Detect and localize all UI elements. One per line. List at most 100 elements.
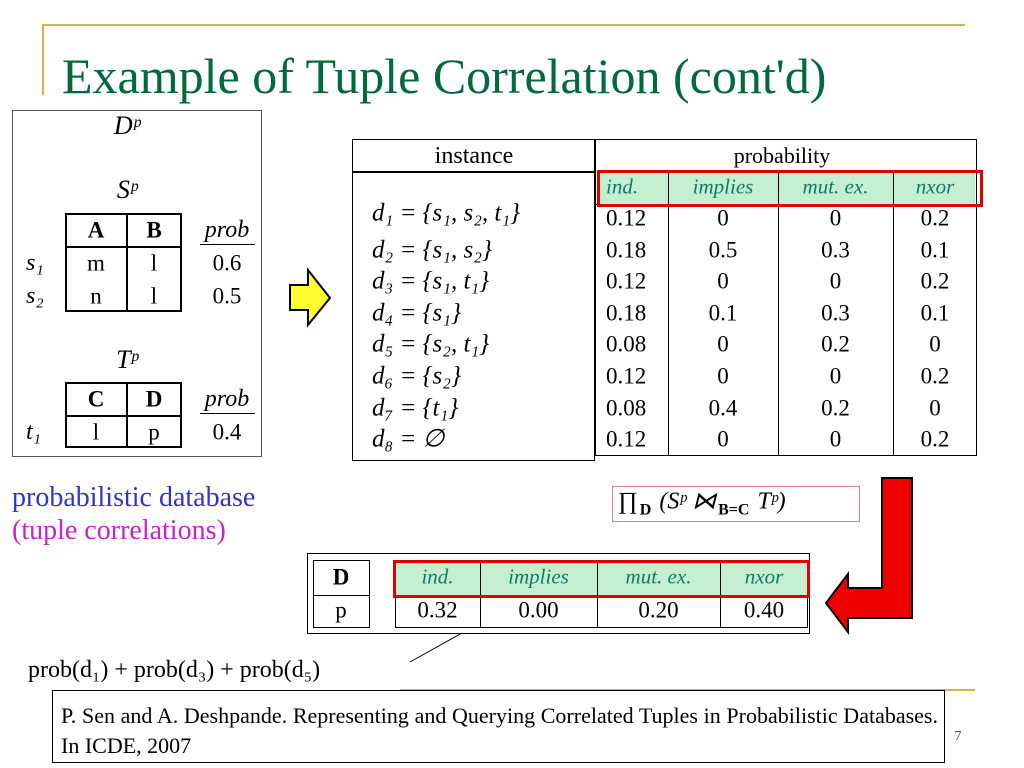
red-arrow	[824, 477, 913, 635]
instance-row: d₃ = {s₁, t₁}	[372, 267, 490, 295]
cell: l	[92, 419, 100, 444]
probability-cell: 0	[829, 426, 842, 452]
header-cell: D	[145, 386, 163, 411]
yellow-arrow	[289, 267, 332, 328]
result-d-rule	[313, 595, 370, 596]
slide-title: Example of Tuple Correlation (cont'd)	[62, 48, 827, 104]
probability-cell: 0.1	[920, 300, 950, 326]
page-number: 7	[954, 729, 962, 744]
instance-row: d₂ = {s₁, s₂}	[372, 236, 492, 264]
probability-cell: 0	[929, 395, 941, 421]
result-cell: p	[335, 597, 347, 623]
result-highlight	[393, 560, 810, 598]
instance-table	[352, 139, 595, 461]
probability-cell: 0.2	[920, 426, 950, 452]
left-panel	[12, 110, 262, 457]
probability-cell: 0	[717, 363, 729, 389]
formula-part: B=C	[718, 501, 750, 519]
db-label: Dᵖ	[113, 111, 141, 140]
probability-cell: 0.12	[606, 363, 647, 389]
formula-part: D	[639, 501, 652, 519]
subheader-bg	[597, 172, 975, 204]
instance-row: d₁ = {s₁, s₂, t₁}	[372, 199, 521, 227]
pointer-line	[409, 632, 463, 663]
formula-part: ∏	[618, 488, 638, 515]
probability-cell: 0.1	[920, 237, 950, 263]
probability-cell: 0.08	[606, 331, 647, 357]
probability-cell: 0	[929, 331, 941, 357]
instance-row: d₆ = {s₂}	[372, 362, 461, 390]
header-cell: A	[87, 217, 105, 242]
column-header: implies	[692, 174, 754, 199]
col-divider	[597, 560, 598, 628]
col-divider	[778, 172, 779, 456]
col-divider	[893, 172, 894, 456]
highlight-frame	[597, 170, 983, 207]
probability-header: probability	[733, 143, 831, 168]
probability-cell: 0.2	[821, 395, 850, 421]
header-cell: C	[87, 386, 105, 411]
probability-cell: 0.08	[606, 395, 647, 421]
col-divider	[668, 172, 669, 456]
col-divider	[126, 213, 128, 312]
result-header: nxor	[744, 564, 784, 589]
header-divider	[65, 246, 182, 248]
column-header: nxor	[915, 174, 955, 199]
result-d-table	[313, 560, 370, 628]
probability-cell: 0.5	[708, 237, 738, 263]
prob-header: prob	[204, 216, 250, 243]
result-header: implies	[508, 564, 569, 589]
row-label: t₁	[26, 418, 42, 445]
probability-cell: 0.18	[606, 237, 647, 263]
formula-part: Tᵖ)	[757, 488, 786, 515]
probability-cell: 0.12	[606, 205, 647, 231]
result-cell: 0.20	[638, 597, 679, 623]
result-header-bg	[395, 560, 808, 595]
probability-cell: 0	[829, 268, 842, 294]
result-header: D	[332, 564, 350, 590]
col-divider	[480, 560, 481, 628]
probability-cell: 0	[829, 205, 842, 231]
row-label: s₁	[26, 249, 44, 276]
probability-cell: 0.3	[821, 300, 850, 326]
result-cell: 0.32	[417, 597, 458, 623]
column-header: ind.	[606, 174, 639, 199]
col-divider	[720, 560, 721, 628]
instance-row: d₄ = {s₁}	[372, 299, 461, 327]
probability-cell: 0.12	[606, 426, 647, 452]
prob-cell: 0.4	[212, 419, 242, 444]
relation-label: Sᵖ	[116, 175, 138, 204]
formula-frame	[612, 486, 860, 522]
caption-line-2: (tuple correlations)	[12, 515, 226, 546]
probability-cell: 0.4	[708, 395, 738, 421]
prob-header: prob	[204, 385, 250, 412]
probability-cell: 0.2	[920, 268, 950, 294]
probability-table	[595, 139, 977, 456]
prob-cell: 0.6	[212, 250, 242, 275]
cell: l	[150, 250, 158, 275]
result-header: mut. ex.	[625, 564, 692, 589]
probability-cell: 0	[829, 363, 842, 389]
probability-cell: 0.12	[606, 268, 647, 294]
prob-cell: 0.5	[212, 283, 242, 308]
probability-cell: 0.2	[821, 331, 850, 357]
cell: p	[148, 419, 160, 444]
probability-cell: 0.18	[606, 300, 647, 326]
result-header: ind.	[421, 564, 454, 589]
relation-table	[65, 213, 182, 312]
instance-header: instance	[434, 143, 514, 169]
probability-cell: 0	[717, 426, 729, 452]
result-cell: 0.00	[518, 597, 559, 623]
caption-line-1: probabilistic database	[12, 482, 256, 513]
probability-cell: 0.1	[708, 300, 738, 326]
instance-row: d₅ = {s₂, t₁}	[372, 330, 490, 358]
header-divider	[65, 415, 182, 417]
formula-part: (Sᵖ ⋈	[659, 488, 717, 515]
result-cell: 0.40	[743, 597, 785, 623]
cell: m	[87, 250, 105, 275]
probability-cell: 0.3	[821, 237, 850, 263]
probability-cell: 0	[717, 331, 729, 357]
instance-row: d₈ = ∅	[372, 425, 445, 453]
probability-cell: 0	[717, 205, 729, 231]
